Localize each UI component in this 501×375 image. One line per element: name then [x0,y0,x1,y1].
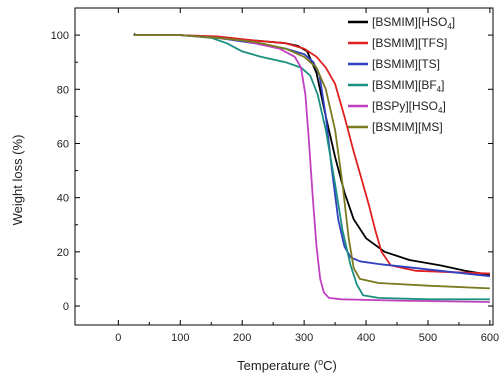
legend: [BSMIM][HSO4] [BSMIM][TFS] [BSMIM][TS] [BSM… [348,15,455,134]
x-tick-label: 600 [481,332,499,344]
series-line-5 [133,34,490,303]
legend-label-5: [BSPy][HSO4] [372,99,446,115]
axis-ticks: 0 100 200 300 400 500 600 0 20 40 60 80 100 [51,8,499,344]
y-tick-label: 20 [57,247,69,259]
y-tick-label: 100 [51,30,69,42]
x-tick-label: 300 [295,332,313,344]
y-tick-label: 40 [57,193,69,205]
x-axis-title: Temperature (oC) [237,357,337,373]
y-axis-title: Weight loss (%) [10,135,25,226]
legend-label-2: [BSMIM][TFS] [372,36,447,50]
legend-label-6: [BSMIM][MS] [372,120,443,134]
x-tick-label: 200 [233,332,251,344]
y-tick-label: 60 [57,138,69,150]
legend-label-1: [BSMIM][HSO4] [372,15,455,31]
plot-area [74,7,494,326]
series-line-6 [133,34,490,290]
series-line-3 [133,34,490,278]
legend-label-4: [BSMIM][BF4] [372,78,444,94]
x-tick-label: 0 [115,332,121,344]
legend-label-3: [BSMIM][TS] [372,57,440,71]
plot-border [74,7,494,326]
x-tick-label: 100 [171,332,189,344]
x-tick-label: 500 [419,332,437,344]
y-tick-label: 0 [63,301,69,313]
x-tick-label: 400 [357,332,375,344]
y-tick-label: 80 [57,84,69,96]
series-lines [133,32,491,303]
series-line-4 [133,34,490,301]
